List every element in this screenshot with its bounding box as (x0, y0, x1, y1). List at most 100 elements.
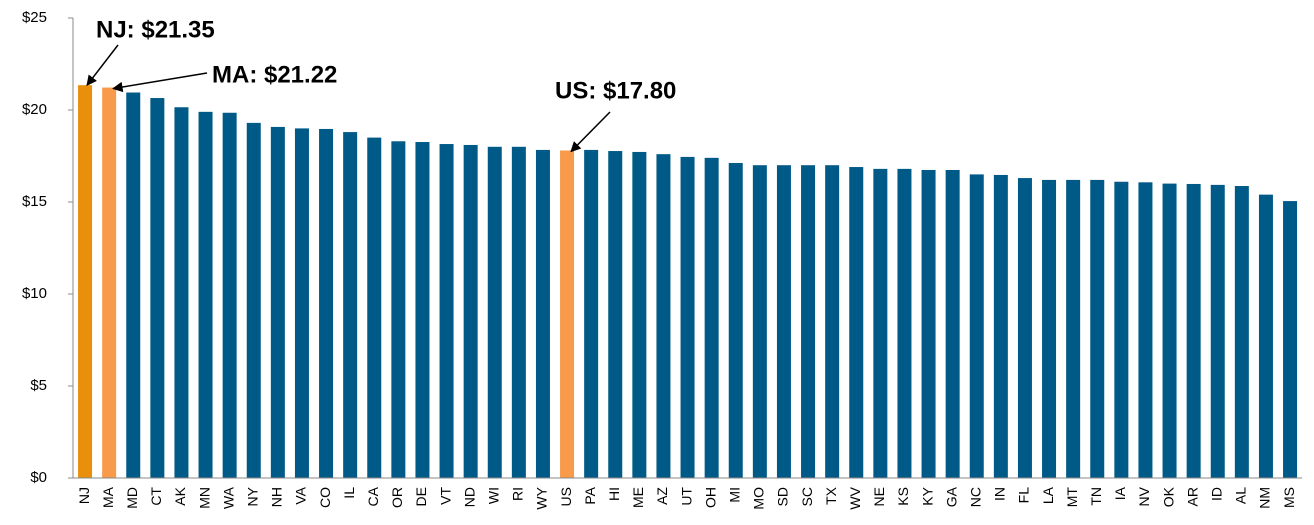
bar (632, 151, 647, 478)
bar (463, 144, 478, 478)
bar (294, 128, 309, 478)
x-tick-label: CA (365, 486, 381, 506)
x-tick-label: IN (992, 487, 1008, 501)
x-tick-label: WY (534, 486, 550, 509)
x-tick-label: NY (244, 486, 260, 506)
bar (343, 132, 358, 478)
x-tick-label: UT (678, 487, 694, 506)
bar (270, 126, 285, 478)
x-tick-label: AR (1184, 487, 1200, 506)
x-tick-label: SD (775, 487, 791, 506)
x-tick-label: GA (943, 486, 959, 507)
bar (1258, 194, 1273, 478)
bar (704, 157, 719, 478)
bar (656, 154, 671, 478)
x-tick-label: US (558, 487, 574, 506)
x-tick-label: AK (172, 486, 188, 505)
bar (1210, 184, 1225, 478)
x-tick-label: ID (1208, 487, 1224, 501)
annotation-arrow (570, 111, 611, 153)
x-tick-label: AZ (654, 487, 670, 505)
bar (849, 167, 864, 479)
bar (560, 150, 575, 479)
x-tick-label: ME (630, 487, 646, 508)
x-tick-label: IL (341, 487, 357, 499)
bar (439, 144, 454, 479)
bar (174, 107, 189, 479)
bar (969, 174, 984, 478)
bar (825, 165, 840, 478)
x-tick-label: MO (751, 487, 767, 510)
x-tick-label: MT (1064, 487, 1080, 508)
annotation: MA: $21.22 (212, 61, 337, 88)
x-tick-label: RI (510, 487, 526, 501)
x-tick-label: MS (1281, 487, 1297, 508)
bar (391, 141, 406, 478)
x-tick-label: LA (1040, 486, 1056, 504)
bar (1138, 182, 1153, 478)
annotation-arrow (86, 44, 119, 86)
x-tick-label: ND (461, 487, 477, 507)
x-tick-label: MD (124, 487, 140, 509)
bar (487, 146, 502, 479)
x-tick-label: NV (1136, 486, 1152, 506)
bar (873, 168, 888, 478)
x-tick-label: WV (847, 486, 863, 509)
x-tick-label: KY (919, 486, 935, 505)
x-tick-label: TN (1088, 487, 1104, 506)
bar (752, 165, 767, 478)
x-tick-label: MN (196, 487, 212, 509)
bar (776, 165, 791, 478)
y-tick-label: $15 (22, 193, 47, 210)
bar (150, 98, 165, 478)
bar (897, 168, 912, 478)
x-tick-label: NM (1257, 487, 1273, 509)
bar (728, 162, 743, 478)
bar (1017, 178, 1032, 478)
bar (222, 112, 237, 478)
x-tick-label: PA (582, 486, 598, 504)
annotation-arrow (112, 72, 208, 93)
bar (78, 85, 93, 478)
bar (921, 169, 936, 478)
bar (535, 149, 550, 479)
y-tick-label: $20 (22, 101, 47, 118)
bar (945, 169, 960, 478)
x-tick-label: NH (269, 487, 285, 507)
bar (1283, 201, 1298, 478)
bar (102, 87, 117, 478)
bar (319, 128, 334, 478)
x-tick-label: OH (702, 487, 718, 508)
bar (1114, 181, 1129, 478)
bar (415, 142, 430, 479)
bar (801, 165, 816, 478)
x-tick-label: SC (799, 487, 815, 506)
bar (1066, 179, 1081, 479)
y-tick-label: $10 (22, 285, 47, 302)
y-tick-label: $5 (30, 377, 47, 394)
bar (246, 122, 261, 478)
x-tick-label: VA (293, 486, 309, 504)
bar (367, 137, 382, 478)
x-tick-label: CO (317, 487, 333, 508)
x-tick-label: FL (1016, 487, 1032, 504)
x-tick-label: DE (413, 487, 429, 506)
annotation: NJ: $21.35 (96, 16, 215, 43)
bar (1042, 179, 1057, 479)
x-tick-label: IA (1112, 486, 1128, 500)
x-tick-label: MI (726, 487, 742, 503)
bar (608, 151, 623, 479)
x-tick-label: NC (967, 487, 983, 507)
x-tick-label: TX (823, 486, 839, 505)
x-tick-label: CT (148, 487, 164, 506)
x-tick-label: NJ (76, 487, 92, 504)
bar (511, 146, 526, 479)
bar (993, 174, 1008, 478)
x-tick-label: AL (1233, 487, 1249, 504)
y-tick-label: $0 (30, 469, 47, 486)
annotation: US: $17.80 (555, 77, 676, 104)
x-tick-label: HI (606, 487, 622, 501)
x-tick-label: KS (895, 487, 911, 506)
bar (198, 111, 213, 478)
